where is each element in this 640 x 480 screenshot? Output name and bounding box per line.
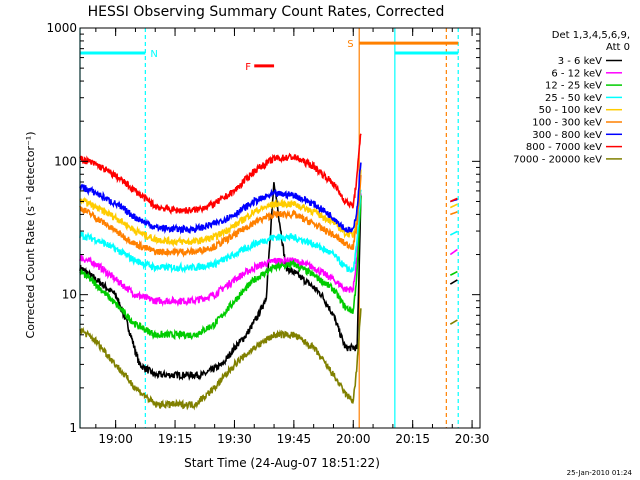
x-tick-label-3: 19:45 <box>277 432 312 446</box>
y-tick-label-2: 100 <box>54 154 77 168</box>
series-line-1 <box>79 193 362 307</box>
legend-label-6: 300 - 800 keV <box>532 130 602 141</box>
x-tick-label-4: 20:00 <box>336 432 371 446</box>
chart-title: HESSI Observing Summary Count Rates, Cor… <box>88 4 445 20</box>
legend-label-2: 12 - 25 keV <box>545 81 602 92</box>
y-tick-label-0: 1 <box>69 421 77 435</box>
y-tick-label-3: 1000 <box>46 21 77 35</box>
y-axis-label: Corrected Count Rate (s⁻¹ detector⁻¹) <box>24 132 37 339</box>
annotation-label-1: S <box>347 39 353 50</box>
legend-label-3: 25 - 50 keV <box>545 93 602 104</box>
series-line-8 <box>79 308 362 411</box>
legend-label-5: 100 - 300 keV <box>532 118 602 129</box>
series-late-segment-4 <box>449 203 458 209</box>
series-line-4 <box>79 169 362 248</box>
x-tick-label-0: 19:00 <box>98 432 133 446</box>
series-line-5 <box>79 175 362 258</box>
series-late-segment-1 <box>449 248 458 256</box>
series-late-segment-5 <box>450 211 458 216</box>
series-line-0 <box>79 182 362 381</box>
series-late-segment-8 <box>449 319 458 325</box>
series-line-3 <box>79 189 362 274</box>
series-late-segment-7 <box>449 197 458 203</box>
legend-label-7: 800 - 7000 keV <box>526 142 602 153</box>
series-line-7 <box>79 133 362 216</box>
series-line-6 <box>79 162 362 235</box>
x-tick-label-2: 19:30 <box>217 432 252 446</box>
legend-header-0: Det 1,3,4,5,6,9, <box>552 30 630 41</box>
plot-frame <box>79 27 481 429</box>
legend-header-1: Att 0 <box>606 42 630 53</box>
x-tick-label-6: 20:30 <box>455 432 490 446</box>
annotation-layer: N S F <box>80 39 459 73</box>
footer-timestamp: 25-Jan-2010 01:24 <box>566 469 632 477</box>
legend-label-0: 3 - 6 keV <box>558 56 602 67</box>
markers-layer <box>79 28 459 428</box>
y-tick-label-1: 10 <box>62 288 77 302</box>
series-late-segment-0 <box>449 279 458 285</box>
legend-label-8: 7000 - 20000 keV <box>513 154 602 165</box>
series-late-segment-3 <box>449 230 458 236</box>
legend-label-1: 6 - 12 keV <box>551 68 602 79</box>
legend-label-4: 50 - 100 keV <box>539 105 603 116</box>
series-layer <box>79 133 458 411</box>
annotation-label-0: N <box>150 49 157 60</box>
annotation-label-2: F <box>245 62 251 73</box>
series-late-segment-2 <box>449 270 458 276</box>
x-tick-label-1: 19:15 <box>158 432 193 446</box>
x-axis-label: Start Time (24-Aug-07 18:51:22) <box>184 456 380 470</box>
x-tick-label-5: 20:15 <box>395 432 430 446</box>
axis-layer: 1 10 100 1000 19:00 19:15 19:30 19:45 20:00 20:15… <box>46 21 489 446</box>
series-line-2 <box>79 195 362 341</box>
